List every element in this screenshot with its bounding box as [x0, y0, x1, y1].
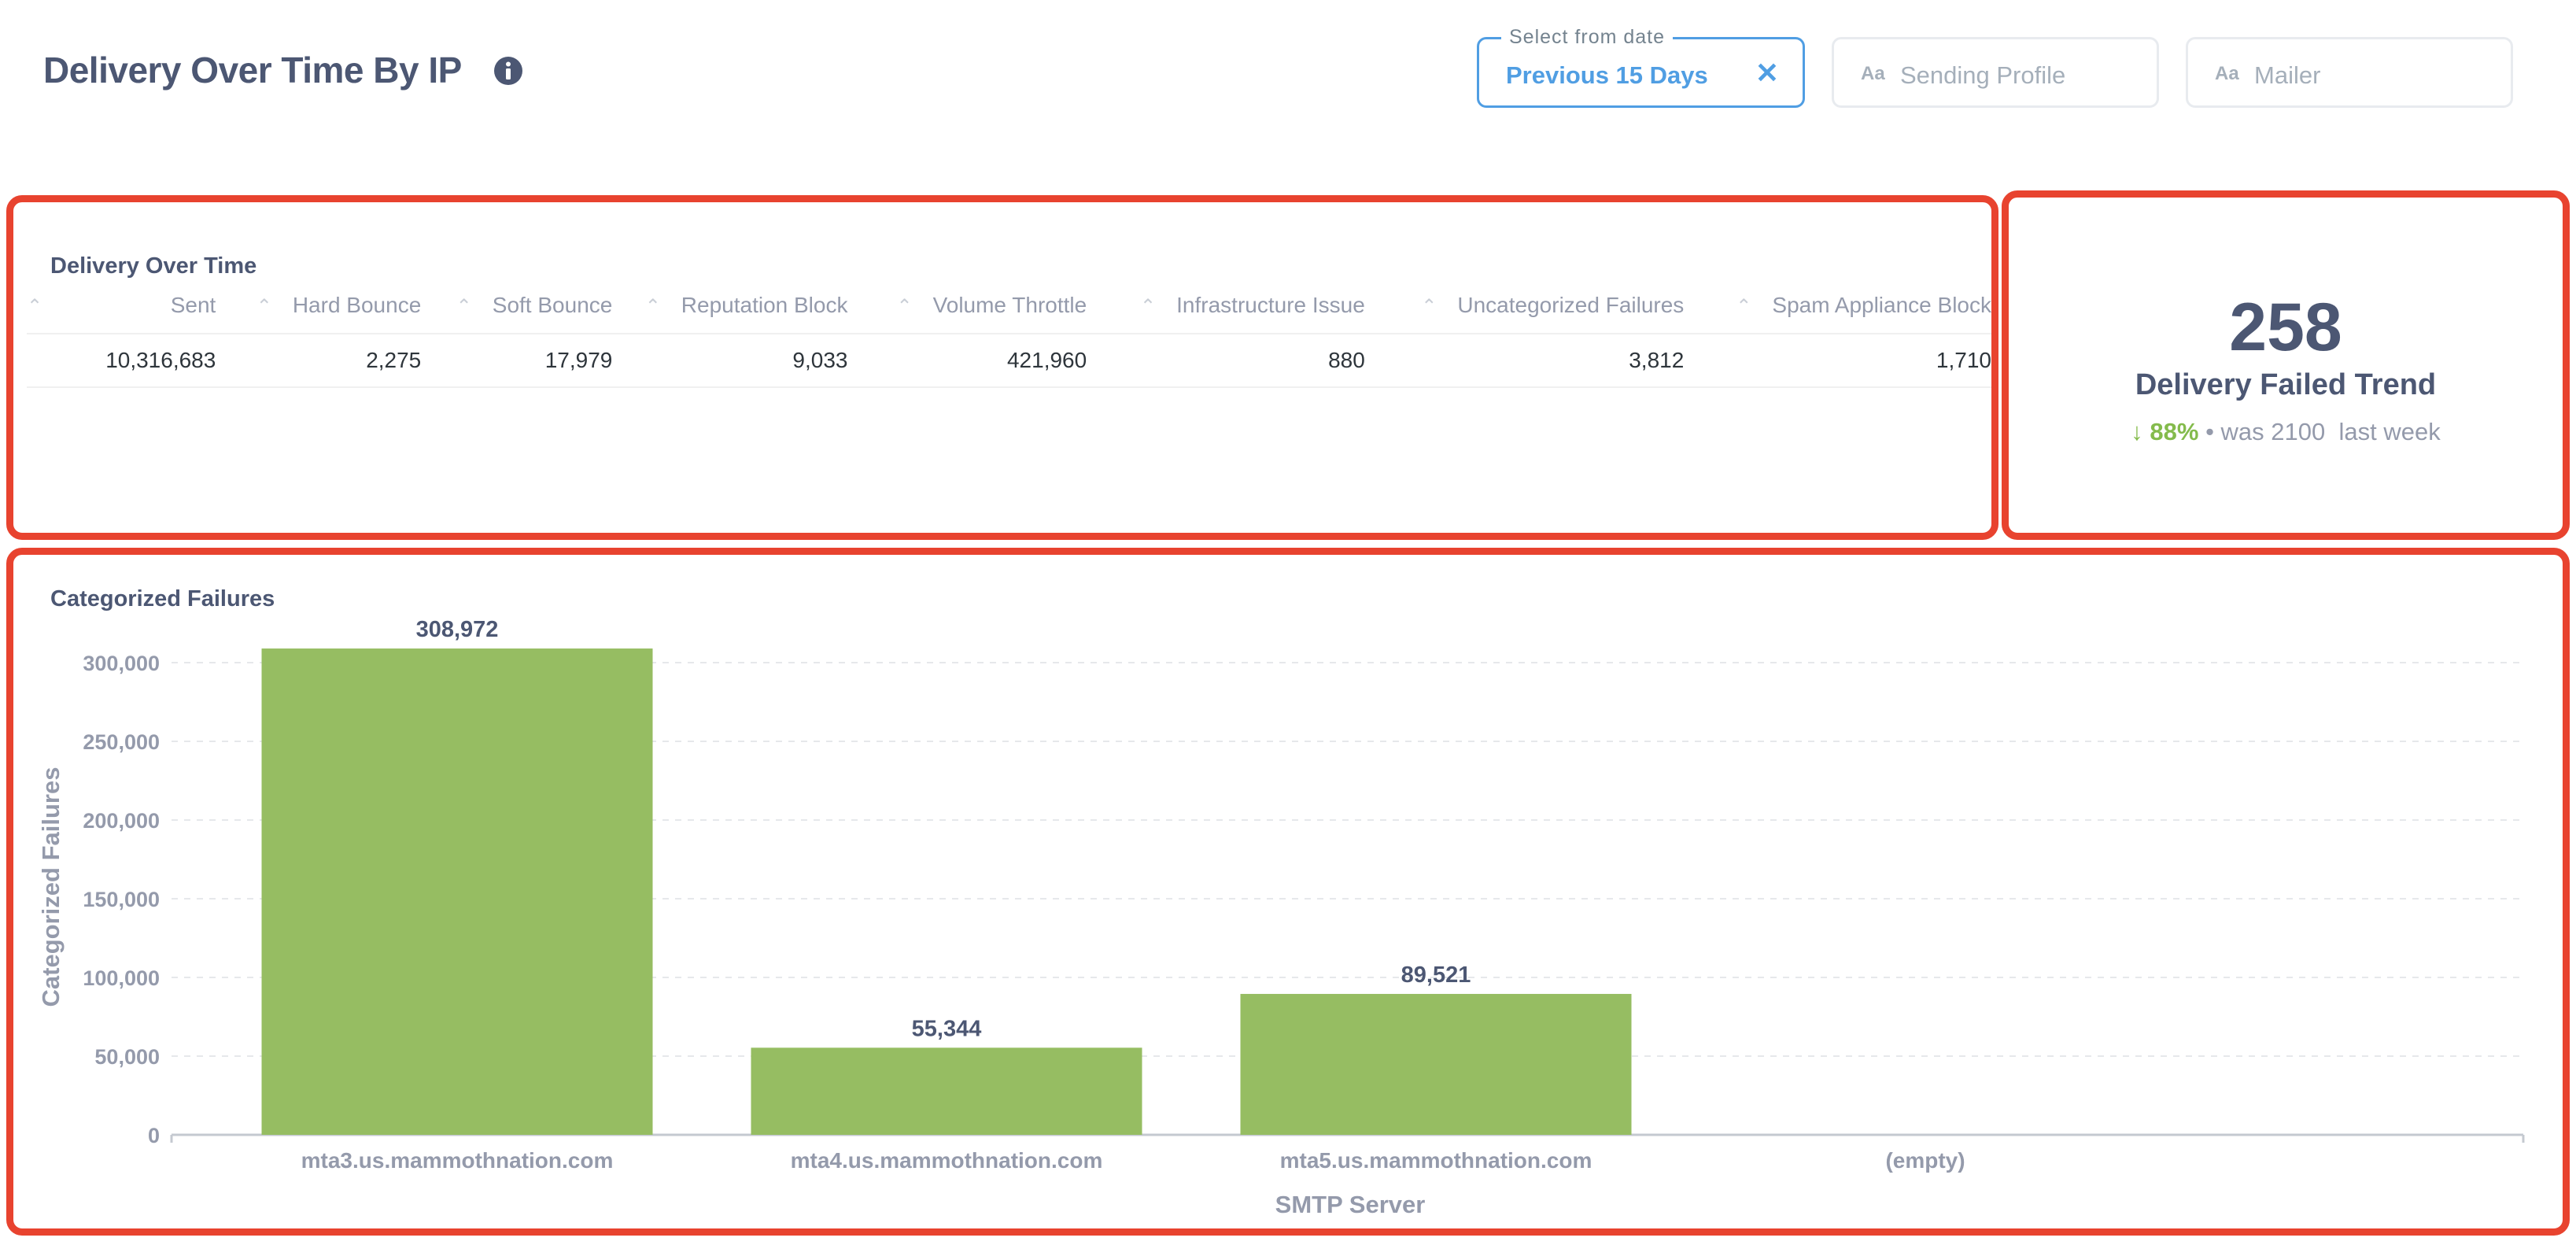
text-filter-icon: Aa — [1861, 63, 1885, 84]
table-cell: 2,275 — [216, 333, 422, 388]
mailer-filter[interactable]: Aa Mailer — [2186, 37, 2513, 108]
y-axis-title: Categorized Failures — [37, 767, 65, 1007]
categorized-failures-card: Categorized Failures 0 50,000 100,000 150,0… — [6, 548, 2570, 1236]
sort-caret-icon[interactable]: ⌃ — [456, 296, 472, 317]
table-header-row: ⌃ Sent ⌃ Hard Bounce ⌃ Soft Bounce ⌃ Reputa… — [27, 278, 1991, 334]
bar-chart: 0 50,000 100,000 150,000 200,000 250,000 300,0… — [37, 617, 2525, 1218]
y-tick-label: 200,000 — [83, 809, 160, 833]
date-filter[interactable]: Select from date Previous 15 Days ✕ — [1477, 26, 1805, 108]
column-header[interactable]: ⌃ Reputation Block — [644, 293, 848, 317]
y-tick-label: 250,000 — [83, 730, 160, 754]
trend-previous: • was 2100 last week — [2205, 418, 2441, 445]
page-title: Delivery Over Time By IP — [43, 50, 462, 91]
x-axis-title: SMTP Server — [1275, 1191, 1426, 1218]
bar[interactable] — [261, 648, 653, 1135]
x-tick-label: mta5.us.mammothnation.com — [1280, 1148, 1592, 1173]
arrow-down-icon: ↓ — [2131, 418, 2143, 445]
bar-value-label: 55,344 — [912, 1016, 982, 1041]
text-filter-icon: Aa — [2215, 63, 2239, 84]
column-header[interactable]: ⌃ Infrastructure Issue — [1140, 293, 1365, 317]
trend-comparison: ↓ 88% • was 2100 last week — [2009, 418, 2563, 446]
trend-label: Delivery Failed Trend — [2135, 368, 2437, 401]
delivery-over-time-card: Delivery Over Time ⌃ Sent ⌃ Hard Bounce ⌃… — [6, 195, 1998, 540]
y-tick-label: 300,000 — [83, 652, 160, 675]
bar[interactable] — [1240, 993, 1632, 1135]
card-title: Delivery Over Time — [50, 253, 257, 279]
table-cell: 9,033 — [612, 333, 848, 388]
table-cell: 880 — [1087, 333, 1365, 388]
sort-caret-icon[interactable]: ⌃ — [1421, 296, 1437, 317]
x-tick-label: (empty) — [1885, 1148, 1965, 1173]
column-header[interactable]: ⌃ Spam Appliance Block — [1736, 293, 1991, 317]
sort-caret-icon[interactable]: ⌃ — [644, 296, 661, 317]
column-header[interactable]: Sent — [170, 293, 216, 317]
mailer-label: Mailer — [2254, 61, 2321, 89]
bar[interactable] — [751, 1047, 1142, 1135]
sort-caret-icon[interactable]: ⌃ — [1736, 296, 1752, 317]
chart-title: Categorized Failures — [50, 586, 275, 611]
bar-value-label: 308,972 — [416, 617, 499, 642]
sort-caret-icon[interactable]: ⌃ — [27, 296, 43, 317]
y-tick-label: 100,000 — [83, 966, 160, 990]
table-cell: 3,812 — [1364, 333, 1685, 388]
column-header[interactable]: ⌃ Soft Bounce — [456, 293, 613, 317]
y-tick-label: 50,000 — [94, 1045, 160, 1069]
table-cell: 1,710 — [1684, 333, 1991, 388]
table-cell: 421,960 — [847, 333, 1087, 388]
delivery-table: ⌃ Sent ⌃ Hard Bounce ⌃ Soft Bounce ⌃ Reputa… — [27, 278, 1991, 388]
sort-caret-icon[interactable]: ⌃ — [896, 296, 913, 317]
sending-profile-label: Sending Profile — [1900, 61, 2066, 89]
trend-change-pct: 88% — [2150, 418, 2199, 445]
sending-profile-filter[interactable]: Aa Sending Profile — [1832, 37, 2159, 108]
table-cell: 10,316,683 — [48, 333, 216, 388]
table-lead-cell — [27, 333, 49, 388]
column-header[interactable]: ⌃ Volume Throttle — [896, 293, 1087, 317]
y-tick-label: 150,000 — [83, 888, 160, 911]
table-cell: 17,979 — [421, 333, 613, 388]
trend-value: 258 — [2229, 290, 2342, 365]
sort-caret-icon[interactable]: ⌃ — [256, 296, 272, 317]
delivery-failed-trend-card: 258 Delivery Failed Trend ↓ 88% • was 21… — [2002, 190, 2570, 540]
close-icon[interactable]: ✕ — [1755, 57, 1779, 89]
sort-caret-icon[interactable]: ⌃ — [1140, 296, 1157, 317]
table-row[interactable]: 10,316,683 2,275 17,979 9,033 421,960 88… — [27, 333, 1991, 388]
date-filter-value: Previous 15 Days — [1506, 61, 1708, 89]
x-tick-label: mta3.us.mammothnation.com — [301, 1148, 614, 1173]
column-header[interactable]: ⌃ Hard Bounce — [256, 293, 422, 317]
bar-value-label: 89,521 — [1401, 962, 1471, 988]
date-filter-legend: Select from date — [1501, 26, 1674, 49]
y-tick-label: 0 — [148, 1124, 160, 1147]
info-icon[interactable] — [493, 56, 523, 86]
column-header[interactable]: ⌃ Uncategorized Failures — [1421, 293, 1685, 317]
table-lead-column: ⌃ — [27, 278, 49, 334]
x-tick-label: mta4.us.mammothnation.com — [791, 1148, 1103, 1173]
